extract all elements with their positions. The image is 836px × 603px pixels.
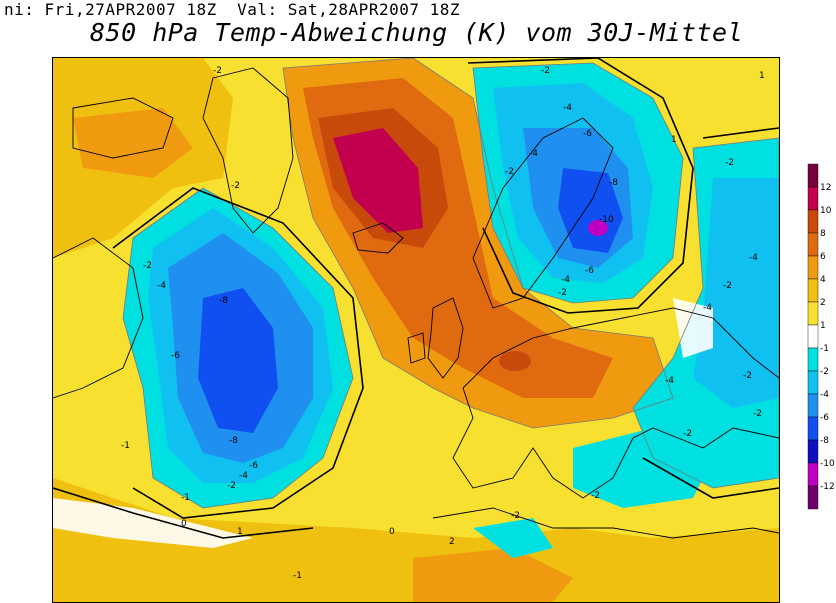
colorbar-swatch (807, 347, 819, 372)
colorbar-swatch (807, 301, 819, 326)
contour-label: -4 (157, 281, 166, 291)
cold-region-atlantic-4 (198, 288, 278, 433)
colorbar-label: 10 (820, 206, 832, 216)
contour-label: 1 (759, 71, 765, 81)
neutral-band-e (673, 298, 713, 358)
contour-label: -4 (749, 253, 758, 263)
contour-label: 2 (449, 537, 455, 547)
valid-label: Val: (237, 0, 278, 19)
contour-label: -2 (591, 491, 600, 501)
contour-label-group: -2 -2 -2 -4 -6 -8 -10 -6 -4 -2 -2 -4 -8 … (121, 66, 765, 581)
init-time: Fri,27APR2007 18Z (44, 0, 217, 19)
contour-label: -2 (511, 511, 520, 521)
contour-label: 1 (671, 135, 677, 145)
colorbar-swatch (807, 209, 819, 234)
contour-label: -2 (227, 481, 236, 491)
warm-core (333, 128, 423, 233)
cold-region-south-east (573, 428, 713, 508)
warm-core-central-europe (499, 351, 531, 371)
contour-label: -2 (725, 158, 734, 168)
contour-label: -1 (293, 571, 302, 581)
contour-label: -4 (563, 103, 572, 113)
colorbar-label: -1 (820, 344, 829, 354)
contour-label: -2 (753, 409, 762, 419)
warm-region-nw-core (73, 108, 193, 178)
colorbar-swatch (807, 186, 819, 211)
colorbar-swatch (807, 439, 819, 464)
colorbar-swatch (807, 324, 819, 349)
colorbar-swatch (807, 416, 819, 441)
colorbar-label: -6 (820, 413, 829, 423)
contour-label: -2 (231, 181, 240, 191)
colorbar-label: 6 (820, 252, 826, 262)
contour-label: -4 (239, 471, 248, 481)
contour-label: -4 (561, 275, 570, 285)
warm-region-south-core (413, 548, 573, 602)
colorbar-label: -10 (820, 459, 835, 469)
coastlines (53, 67, 779, 539)
contour-label: -6 (171, 351, 180, 361)
colorbar-swatch (807, 485, 819, 510)
colorbar-svg: 12 10 8 6 4 2 1 -1 -2 -4 -6 -8 -10 -12 (807, 163, 835, 510)
contour-label: -10 (599, 215, 614, 225)
colorbar-swatch (807, 163, 819, 188)
valid-time: Sat,28APR2007 18Z (287, 0, 461, 19)
cold-core-north (588, 220, 608, 236)
contour-label: -8 (219, 296, 228, 306)
colorbar-swatch (807, 278, 819, 303)
warm-region-south (53, 478, 779, 602)
contour-label: -1 (121, 441, 130, 451)
contour-label: -2 (558, 288, 567, 298)
cold-patch-med (473, 518, 553, 558)
contour-label: -8 (229, 436, 238, 446)
contour-label: -4 (665, 376, 674, 386)
map-title: 850 hPa Temp-Abweichung (K) vom 30J-Mitt… (90, 18, 744, 47)
colorbar-label: -4 (820, 390, 829, 400)
colorbar-label: 4 (820, 275, 826, 285)
colorbar-label: -8 (820, 436, 829, 446)
contour-lines (122, 58, 779, 509)
anomaly-map: -2 -2 -2 -4 -6 -8 -10 -6 -4 -2 -2 -4 -8 … (53, 58, 779, 602)
contour-label: -8 (609, 178, 618, 188)
neutral-band-sw (53, 498, 253, 548)
colorbar-label: 8 (820, 229, 826, 239)
colorbar-label: 1 (820, 321, 826, 331)
contour-label: -2 (723, 281, 732, 291)
zero-contour (53, 58, 779, 539)
contour-label: 1 (237, 527, 243, 537)
colorbar-label: -2 (820, 367, 829, 377)
contour-label: -6 (585, 266, 594, 276)
init-label: ni: (4, 0, 35, 19)
contour-label: -2 (683, 429, 692, 439)
contour-label: -4 (703, 303, 712, 313)
colorbar-legend: 12 10 8 6 4 2 1 -1 -2 -4 -6 -8 -10 -12 (806, 158, 836, 510)
colorbar-label: 12 (820, 183, 831, 193)
contour-label: -2 (143, 261, 152, 271)
contour-label: -2 (213, 66, 222, 76)
contour-label: 0 (181, 519, 187, 529)
map-area: -2 -2 -2 -4 -6 -8 -10 -6 -4 -2 -2 -4 -8 … (52, 57, 780, 603)
contour-label: -2 (743, 371, 752, 381)
colorbar-label: -12 (820, 482, 835, 492)
contour-label: -1 (181, 493, 190, 503)
colorbar-swatch (807, 255, 819, 280)
contour-label: 0 (389, 527, 395, 537)
contour-label: -2 (541, 66, 550, 76)
colorbar-swatch (807, 393, 819, 418)
colorbar-label: 2 (820, 298, 826, 308)
contour-label: -6 (249, 461, 258, 471)
cold-region-east-2 (693, 178, 779, 408)
contour-label: -2 (505, 167, 514, 177)
contour-label: -6 (583, 129, 592, 139)
colorbar-swatch (807, 462, 819, 487)
header-line: ni: Fri,27APR2007 18Z Val: Sat,28APR2007… (4, 0, 460, 19)
colorbar-swatch (807, 232, 819, 257)
colorbar-swatch (807, 370, 819, 395)
contour-label: -4 (529, 149, 538, 159)
